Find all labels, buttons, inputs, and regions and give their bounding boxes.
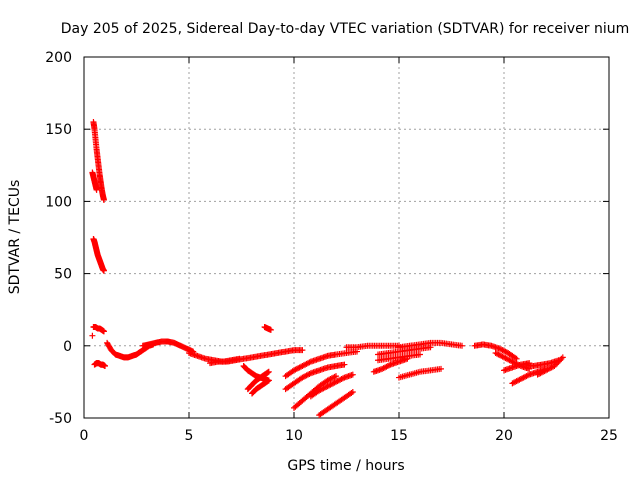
- y-axis-ticks: -50 0 50 100 150 200: [45, 50, 609, 427]
- series-descend-2: [244, 368, 272, 393]
- data-point: [404, 355, 411, 362]
- data-point: [341, 361, 348, 368]
- data-point: [265, 377, 272, 384]
- series-arc-15-top: [396, 339, 465, 351]
- series-long-arc-a: [282, 361, 348, 393]
- y-tick-label: 100: [45, 194, 72, 210]
- data-point: [417, 351, 423, 358]
- data-point: [100, 267, 107, 274]
- series-long-arc-e: [307, 371, 356, 400]
- x-tick-label: 25: [600, 428, 618, 444]
- series-early-cluster-120: [89, 169, 100, 193]
- data-point: [267, 326, 274, 333]
- series-early-arc-70: [90, 235, 107, 274]
- series-early-high-arc: [90, 118, 107, 203]
- series-hump-arc: [139, 338, 197, 355]
- series-mid-arc-2: [207, 347, 306, 367]
- series-arc-19: [471, 341, 520, 362]
- data-point: [559, 354, 566, 361]
- data-point: [265, 368, 272, 375]
- x-tick-label: 0: [80, 428, 89, 444]
- x-axis-ticks: 0 5 10 15 20 25: [80, 57, 618, 444]
- x-axis-label: GPS time / hours: [287, 458, 404, 474]
- data-point: [299, 347, 306, 354]
- series-early-point-7: [89, 332, 96, 339]
- y-tick-label: 200: [45, 50, 72, 66]
- data-point: [93, 186, 100, 193]
- x-tick-label: 10: [285, 428, 303, 444]
- x-tick-label: 5: [185, 428, 194, 444]
- data-point: [102, 363, 108, 370]
- series-long-arc-b: [282, 348, 360, 380]
- series-small-cluster-12: [261, 324, 274, 333]
- data-point: [349, 389, 356, 396]
- data-point: [512, 354, 519, 361]
- series-long-arc-d: [316, 389, 356, 419]
- series-descend-3: [249, 377, 272, 397]
- data-point: [100, 196, 107, 203]
- data-point: [555, 358, 562, 365]
- data-point: [89, 332, 96, 339]
- data-point: [513, 355, 520, 362]
- y-axis-label: SDTVAR / TECUs: [7, 180, 23, 295]
- y-tick-label: 150: [45, 122, 72, 138]
- data-point: [349, 371, 356, 378]
- data-point: [438, 365, 444, 372]
- series-arc-22: [534, 354, 566, 378]
- chart-title: Day 205 of 2025, Sidereal Day-to-day VTE…: [61, 21, 630, 37]
- series-early-arc-neg13: [91, 360, 108, 370]
- series-early-arc-12: [90, 324, 107, 335]
- series-arc-15-neg21: [396, 365, 444, 381]
- series-arc-12-14: [343, 342, 402, 351]
- y-tick-label: 50: [54, 267, 72, 283]
- x-tick-label: 20: [495, 428, 513, 444]
- plot-frame: [83, 56, 610, 419]
- y-tick-label: -50: [49, 411, 72, 427]
- data-point: [459, 342, 465, 349]
- data-point: [557, 357, 563, 364]
- data-points: [89, 118, 566, 419]
- y-tick-label: 0: [63, 339, 72, 355]
- series-arc-14-neg20: [370, 355, 411, 375]
- x-tick-label: 15: [390, 428, 408, 444]
- data-point: [100, 328, 107, 335]
- data-point: [333, 373, 339, 380]
